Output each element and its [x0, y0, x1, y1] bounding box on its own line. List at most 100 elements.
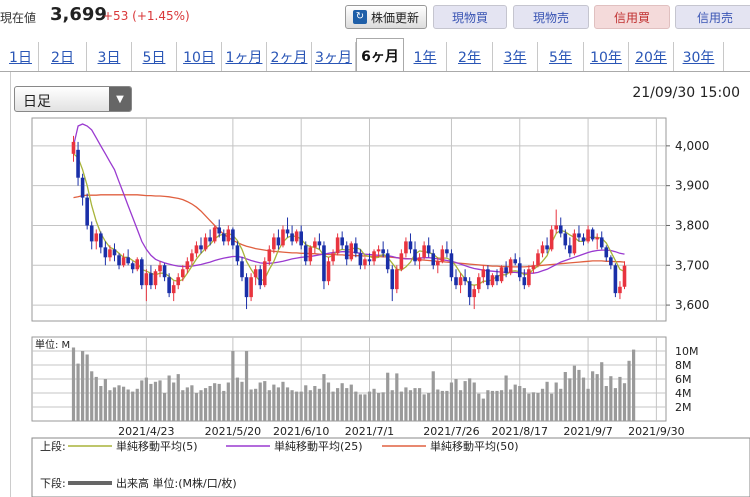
volume-bar-97: [513, 384, 517, 421]
volume-bar-42: [263, 381, 267, 421]
cash-sell-button[interactable]: 現物売: [513, 5, 589, 29]
candle-body-38: [244, 277, 249, 298]
tab-6[interactable]: 2ヶ月: [267, 42, 312, 71]
volume-bar-68: [381, 392, 385, 421]
candle-body-13: [130, 263, 135, 270]
volume-bar-12: [126, 389, 130, 421]
volume-bar-34: [226, 382, 230, 421]
candle-body-11: [121, 257, 126, 266]
volume-bar-18: [153, 381, 158, 421]
candle-body-35: [231, 229, 235, 246]
candle-body-18: [153, 271, 158, 286]
candle-body-89: [476, 277, 481, 290]
volume-bar-26: [190, 385, 194, 421]
candle-body-69: [385, 253, 390, 270]
candle-body-5: [94, 233, 99, 242]
volume-bar-118: [609, 376, 613, 421]
volume-bar-0: [71, 347, 76, 421]
volume-bar-32: [217, 383, 221, 421]
legend-box: [31, 437, 750, 497]
tab-5[interactable]: 1ヶ月: [222, 42, 267, 71]
candle-body-97: [513, 259, 518, 264]
volume-bar-69: [386, 372, 390, 421]
volume-bar-76: [417, 388, 422, 421]
candle-body-99: [522, 277, 527, 286]
price-tick-label-1: 3,900: [675, 179, 709, 193]
refresh-price-button[interactable]: ↻ 株価更新: [345, 5, 427, 29]
candle-body-44: [272, 237, 276, 250]
volume-bar-20: [162, 393, 167, 421]
candle-body-76: [417, 257, 422, 262]
volume-bar-4: [90, 371, 94, 421]
margin-sell-button[interactable]: 信用売: [675, 5, 750, 29]
candle-body-24: [180, 269, 185, 278]
candle-body-63: [358, 253, 363, 266]
candle-body-66: [372, 251, 376, 262]
candle-body-92: [490, 275, 495, 286]
candle-body-62: [354, 243, 358, 254]
candle-body-34: [226, 229, 231, 242]
candle-body-104: [545, 245, 549, 250]
tab-8[interactable]: 6ヶ月: [356, 38, 404, 72]
candle-body-55: [322, 245, 326, 282]
tab-13[interactable]: 10年: [584, 42, 629, 71]
candle-body-83: [449, 253, 454, 278]
volume-bar-74: [408, 390, 413, 421]
volume-bar-113: [586, 388, 590, 421]
volume-bar-79: [431, 371, 435, 421]
tab-9[interactable]: 1年: [404, 42, 447, 71]
tab-2[interactable]: 3日: [87, 42, 132, 71]
candle-body-61: [349, 243, 354, 260]
candle-body-115: [595, 237, 599, 240]
volume-bar-71: [395, 373, 399, 421]
candle-body-43: [267, 249, 272, 262]
tab-0[interactable]: 1日: [3, 42, 39, 71]
candle-body-65: [367, 259, 372, 262]
candle-body-75: [413, 249, 417, 262]
cash-buy-button[interactable]: 現物買: [433, 5, 507, 29]
candle-body-114: [590, 229, 595, 240]
candle-body-39: [249, 277, 253, 298]
volume-bar-60: [345, 388, 349, 421]
candle-body-42: [262, 261, 267, 286]
volume-bar-55: [322, 374, 326, 421]
volume-bar-14: [135, 388, 139, 421]
candle-body-119: [613, 265, 618, 294]
volume-bar-88: [472, 382, 476, 421]
candle-body-94: [499, 267, 504, 282]
volume-bar-114: [591, 371, 595, 421]
volume-bar-58: [336, 388, 340, 421]
volume-bar-120: [618, 376, 622, 421]
legend-ma25-label: 単純移動平均(25): [274, 439, 363, 453]
candle-body-103: [540, 245, 545, 254]
volume-bar-8: [108, 390, 112, 421]
candle-body-14: [135, 259, 140, 270]
volume-bar-80: [436, 389, 440, 421]
tab-14[interactable]: 20年: [629, 42, 674, 71]
volume-bar-72: [399, 391, 403, 421]
tab-12[interactable]: 5年: [538, 42, 584, 71]
candle-body-98: [517, 263, 522, 278]
volume-bar-95: [504, 375, 508, 421]
volume-bar-62: [354, 391, 358, 421]
candle-body-59: [340, 237, 344, 246]
x-label-3: 2021/7/1: [345, 425, 394, 438]
tab-1[interactable]: 2日: [39, 42, 87, 71]
x-label-2: 2021/6/10: [273, 425, 329, 438]
margin-buy-button[interactable]: 信用買: [594, 5, 670, 29]
tab-7[interactable]: 3ヶ月: [312, 42, 356, 71]
tab-11[interactable]: 3年: [493, 42, 538, 71]
period-select[interactable]: 日足 ▼: [14, 86, 132, 112]
tab-10[interactable]: 2年: [447, 42, 493, 71]
volume-bar-121: [622, 383, 627, 421]
tab-15[interactable]: 30年: [674, 42, 724, 71]
candle-body-53: [313, 241, 317, 248]
volume-bar-83: [449, 382, 454, 421]
candle-body-107: [558, 225, 563, 234]
tab-4[interactable]: 10日: [177, 42, 222, 71]
volume-tick-label-3: 4M: [675, 387, 692, 400]
volume-bar-41: [258, 382, 262, 421]
tab-3[interactable]: 5日: [132, 42, 177, 71]
volume-bar-86: [463, 381, 467, 421]
volume-bar-56: [326, 382, 331, 421]
